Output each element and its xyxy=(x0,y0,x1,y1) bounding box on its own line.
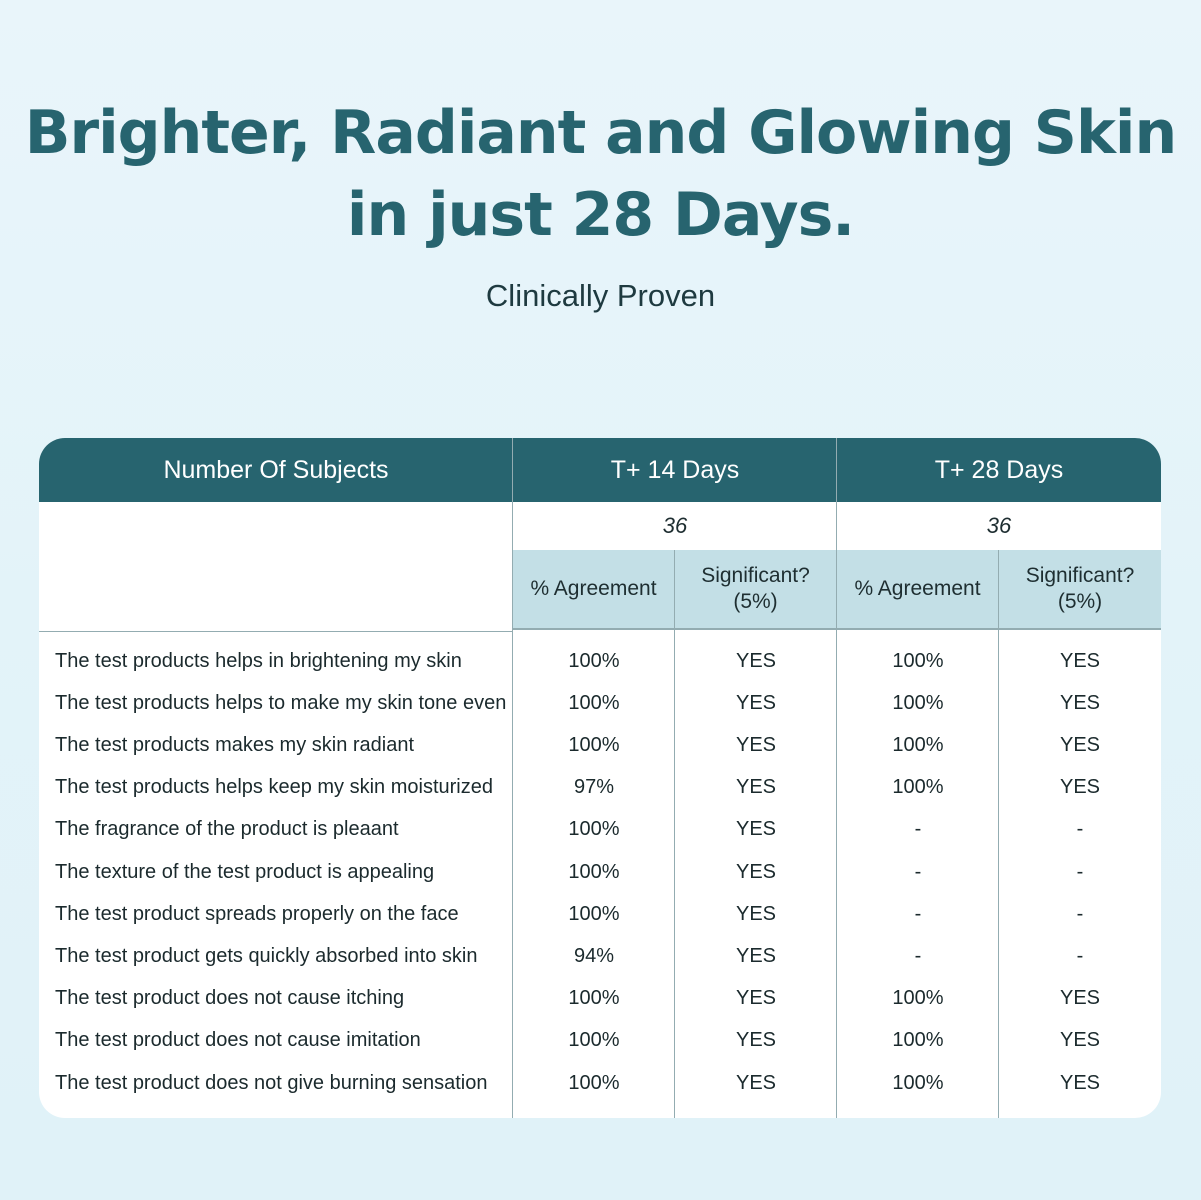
agreement-t28: 100% xyxy=(892,733,944,756)
agreement-t14: 100% xyxy=(568,860,620,883)
agreement-t28: 100% xyxy=(892,776,944,799)
row-statement: The fragrance of the product is pleaant xyxy=(55,818,399,841)
divider xyxy=(674,550,675,1118)
subheader-significant-t14: Significant? (5%) xyxy=(675,550,837,630)
agreement-t28: 100% xyxy=(892,987,944,1010)
divider xyxy=(836,438,837,1118)
significant-t28: - xyxy=(1076,902,1084,925)
table-row: The test products helps to make my skin … xyxy=(39,682,1161,724)
row-statement: The test products makes my skin radiant xyxy=(55,733,415,756)
significant-t28: - xyxy=(1076,818,1084,841)
significant-t14: YES xyxy=(735,902,777,925)
headline-line-1: Brighter, Radiant and Glowing Skin xyxy=(24,98,1177,168)
row-statement: The test products helps in brightening m… xyxy=(55,649,462,672)
row-statement: The test product spreads properly on the… xyxy=(55,902,459,925)
table-row: The test products makes my skin radiant 1… xyxy=(39,724,1161,766)
significant-t14: YES xyxy=(735,776,777,799)
subjects-t14: 36 xyxy=(662,513,688,538)
divider xyxy=(998,550,999,1118)
agreement-t28: - xyxy=(914,860,922,883)
agreement-t14: 100% xyxy=(568,733,620,756)
row-statement: The test product does not cause itching xyxy=(55,987,405,1010)
header-t14: T+ 14 Days xyxy=(513,438,837,502)
significant-t14: YES xyxy=(735,691,777,714)
significant-t28: YES xyxy=(1059,733,1101,756)
agreement-t28: 100% xyxy=(892,1071,944,1094)
table-row: The texture of the test product is appea… xyxy=(39,851,1161,893)
subheader-significant-t28: Significant? (5%) xyxy=(999,550,1161,630)
row-statement: The test products helps to make my skin … xyxy=(55,691,507,714)
row-statement: The test product does not give burning s… xyxy=(55,1071,488,1094)
significant-t14: YES xyxy=(735,1029,777,1052)
table-row: The test product does not cause itching 1… xyxy=(39,978,1161,1020)
table-row: The test products helps keep my skin moi… xyxy=(39,767,1161,809)
significant-t14: YES xyxy=(735,733,777,756)
table-row: The test product gets quickly absorbed i… xyxy=(39,935,1161,977)
divider xyxy=(512,438,513,1118)
row-statement: The test product does not cause imitatio… xyxy=(55,1029,421,1052)
significant-t28: YES xyxy=(1059,1071,1101,1094)
agreement-t28: - xyxy=(914,902,922,925)
subheader-agreement-t14: % Agreement xyxy=(513,550,675,630)
significant-t14: YES xyxy=(735,860,777,883)
significant-t28: YES xyxy=(1059,691,1101,714)
agreement-t14: 100% xyxy=(568,987,620,1010)
table-row: The test product does not cause imitatio… xyxy=(39,1020,1161,1062)
agreement-t14: 100% xyxy=(568,818,620,841)
agreement-t28: - xyxy=(914,818,922,841)
agreement-t14: 100% xyxy=(568,1029,620,1052)
agreement-t14: 100% xyxy=(568,902,620,925)
agreement-t28: 100% xyxy=(892,691,944,714)
row-statement: The test product gets quickly absorbed i… xyxy=(55,944,478,967)
agreement-t14: 100% xyxy=(568,691,620,714)
significant-t28: YES xyxy=(1059,987,1101,1010)
table-row: The fragrance of the product is pleaant 1… xyxy=(39,809,1161,851)
header-t28: T+ 28 Days xyxy=(837,438,1161,502)
significant-t28: - xyxy=(1076,860,1084,883)
headline: Brighter, Radiant and Glowing Skin in ju… xyxy=(0,92,1201,256)
subjects-t28: 36 xyxy=(986,513,1012,538)
results-table: Number Of Subjects T+ 14 Days T+ 28 Days… xyxy=(39,438,1161,1118)
table-row: The test product does not give burning s… xyxy=(39,1062,1161,1104)
significant-t14: YES xyxy=(735,944,777,967)
significant-t28: YES xyxy=(1059,649,1101,672)
table-row: The test products helps in brightening m… xyxy=(39,640,1161,682)
significant-t28: - xyxy=(1076,944,1084,967)
divider xyxy=(39,631,513,632)
significant-t14: YES xyxy=(735,987,777,1010)
headline-line-2: in just 28 Days. xyxy=(346,180,855,250)
significant-t14: YES xyxy=(735,649,777,672)
significant-t14: YES xyxy=(735,818,777,841)
table-row: The test product spreads properly on the… xyxy=(39,893,1161,935)
significant-t28: YES xyxy=(1059,776,1101,799)
agreement-t28: 100% xyxy=(892,1029,944,1052)
row-statement: The texture of the test product is appea… xyxy=(55,860,435,883)
agreement-t14: 100% xyxy=(568,1071,620,1094)
agreement-t14: 94% xyxy=(573,944,615,967)
subheader-agreement-t28: % Agreement xyxy=(837,550,999,630)
agreement-t28: - xyxy=(914,944,922,967)
agreement-t14: 97% xyxy=(573,776,615,799)
significant-t14: YES xyxy=(735,1071,777,1094)
significant-t28: YES xyxy=(1059,1029,1101,1052)
agreement-t28: 100% xyxy=(892,649,944,672)
row-statement: The test products helps keep my skin moi… xyxy=(55,776,493,799)
header-subjects: Number Of Subjects xyxy=(39,438,513,502)
subtitle: Clinically Proven xyxy=(485,278,716,313)
agreement-t14: 100% xyxy=(568,649,620,672)
